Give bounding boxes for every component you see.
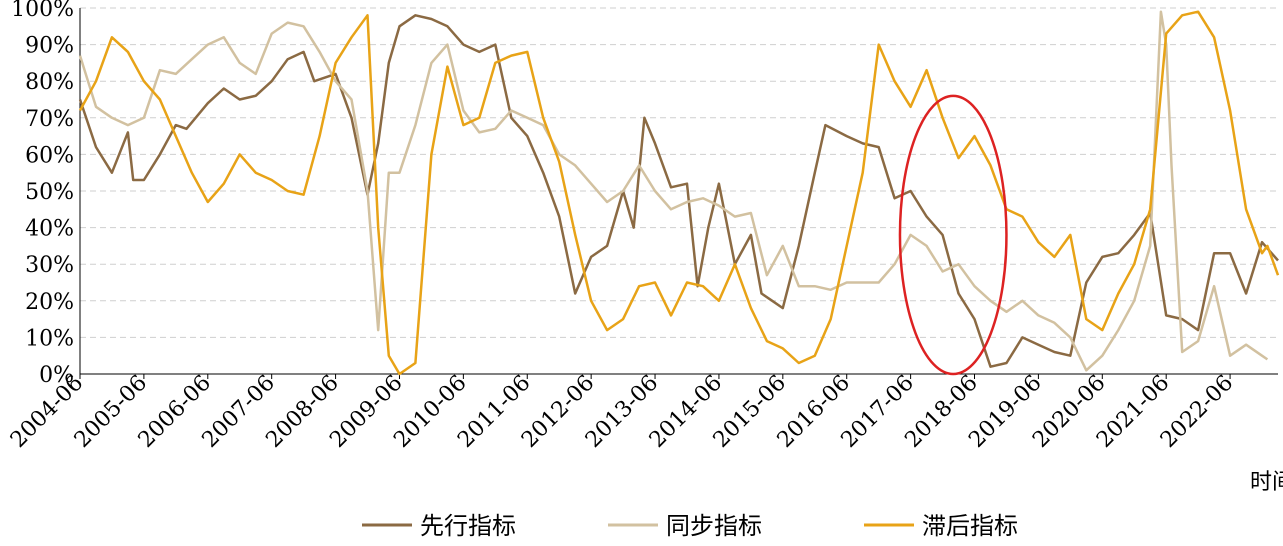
y-tick-label: 70% [25,107,74,132]
legend-label: 滞后指标 [922,512,1018,540]
y-tick-label: 50% [25,180,74,205]
y-tick-label: 90% [25,34,74,59]
y-tick-label: 20% [25,290,74,315]
legend-label: 同步指标 [666,512,762,540]
series-lines [78,10,1280,376]
highlight-ellipse [898,94,1008,376]
y-tick-label: 10% [25,326,74,351]
series-line [78,14,1279,368]
x-axis-label: 时间 [1250,470,1283,495]
y-axis-ticks: 0% 10% 20% 30% 40% 50% 60% 70% 80% 90% 100% [11,0,74,388]
y-tick-label: 0% [39,363,74,388]
legend-label: 先行指标 [420,512,516,540]
legend: 先行指标 同步指标 滞后指标 [362,512,1018,540]
y-tick-label: 100% [11,0,74,22]
annotations [898,94,1008,376]
y-tick-label: 30% [25,253,74,278]
x-axis-ticks: 2004-062005-062006-062007-062008-062009-… [6,371,1238,453]
series-line [78,10,1280,376]
y-tick-label: 60% [25,143,74,168]
y-tick-label: 80% [25,70,74,95]
x-axis-tick-marks [79,374,1231,379]
y-tick-label: 40% [25,217,74,242]
gridlines [80,7,1278,338]
series-line [78,10,1269,372]
